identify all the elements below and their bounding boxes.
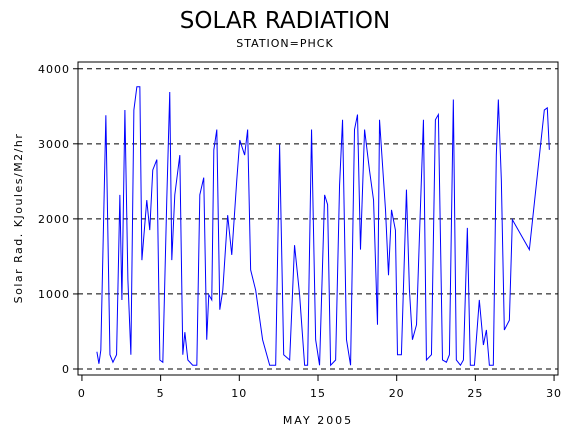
x-tick-label: 10: [231, 387, 247, 400]
y-tick-label: 1000: [38, 288, 70, 301]
x-tick-label: 5: [157, 387, 165, 400]
x-tick-label: 15: [310, 387, 326, 400]
y-tick-label: 3000: [38, 138, 70, 151]
x-tick-label: 30: [546, 387, 562, 400]
chart-title: SOLAR RADIATION: [180, 8, 390, 34]
y-tick-label: 0: [62, 363, 70, 376]
x-tick-label: 25: [467, 387, 483, 400]
x-tick-label: 20: [389, 387, 405, 400]
x-axis-label: MAY 2005: [283, 414, 353, 427]
y-tick-label: 4000: [38, 63, 70, 76]
data-line: [96, 86, 550, 367]
y-tick-label: 2000: [38, 213, 70, 226]
x-tick-label: 0: [78, 387, 86, 400]
chart-subtitle: STATION=PHCK: [236, 37, 333, 50]
y-axis-label: Solar Rad. KJoules/M2/hr: [12, 133, 25, 304]
